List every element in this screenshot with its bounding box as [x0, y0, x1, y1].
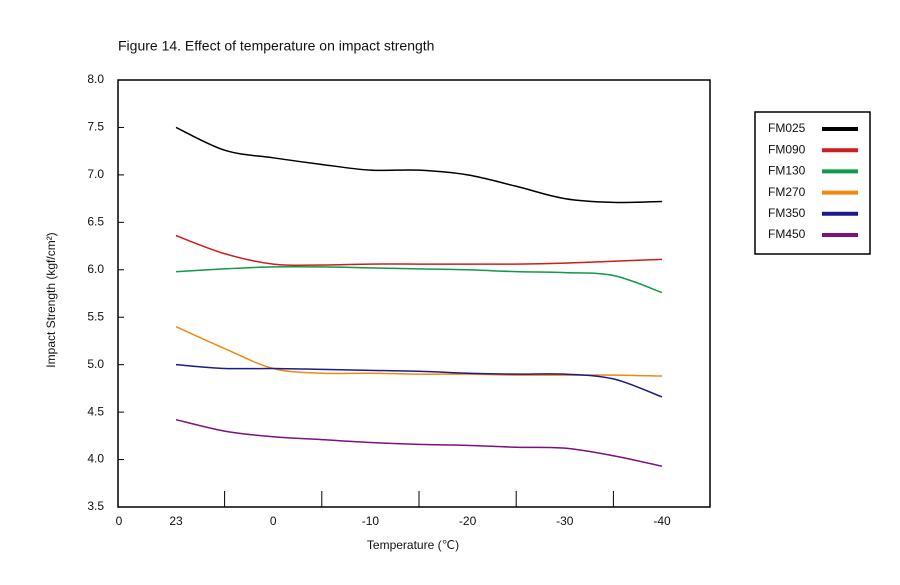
series-line [175, 363, 663, 398]
legend-label: FM130 [768, 164, 806, 178]
x-tick-label: -10 [362, 514, 380, 528]
legend-label: FM450 [768, 227, 806, 241]
x-axis-label: Temperature (℃) [367, 538, 459, 552]
plot-frame [117, 79, 711, 508]
x-tick-label: 23 [169, 514, 183, 528]
y-tick-label: 4.5 [87, 404, 104, 418]
x-tick-label: -30 [556, 514, 574, 528]
chart-title: Figure 14. Effect of temperature on impa… [118, 38, 434, 54]
y-tick-label: 7.0 [87, 167, 104, 181]
x-tick-label: -20 [459, 514, 477, 528]
y-tick-label: 5.0 [87, 357, 104, 371]
y-tick-label: 8.0 [87, 72, 104, 86]
series-line [175, 418, 663, 467]
y-tick-label: 5.5 [87, 309, 104, 323]
legend-label: FM350 [768, 206, 806, 220]
series-line [175, 266, 663, 294]
y-axis-label: Impact Strength (kgf/cm²) [44, 232, 58, 367]
y-tick-label: 6.5 [87, 215, 104, 229]
legend-label: FM090 [768, 142, 806, 156]
y-tick-label: 4.0 [87, 452, 104, 466]
series-line [175, 126, 663, 204]
y-tick-label: 6.0 [87, 262, 104, 276]
x-tick-label: 0 [270, 514, 277, 528]
legend-label: FM025 [768, 121, 806, 135]
x-tick-label: -40 [653, 514, 671, 528]
legend-box [754, 111, 871, 255]
y-tick-label: 3.5 [87, 499, 104, 513]
legend-label: FM270 [768, 185, 806, 199]
series-line [175, 234, 663, 267]
y-tick-label: 7.5 [87, 120, 104, 134]
x-origin-label: 0 [116, 514, 123, 528]
